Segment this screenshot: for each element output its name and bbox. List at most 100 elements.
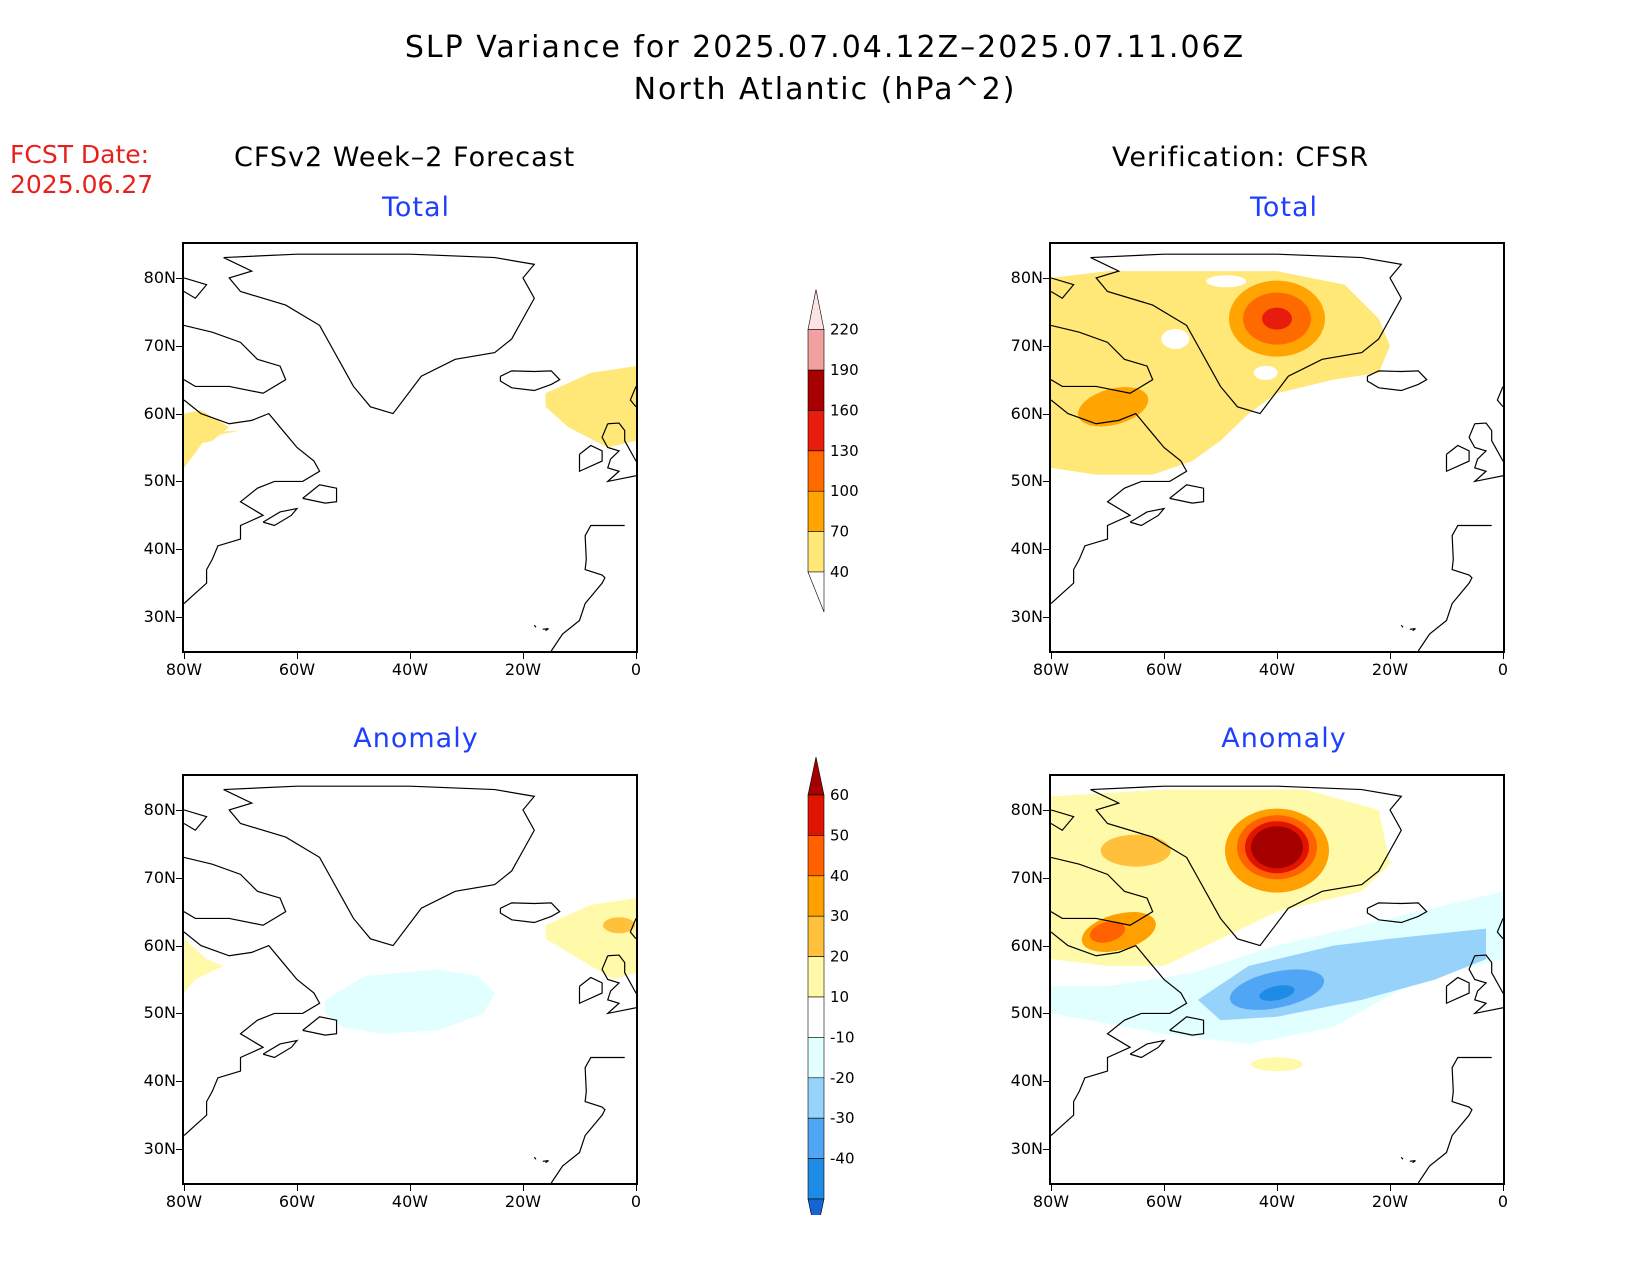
forecast-total-title: Total [381,192,451,223]
latitude-tick [176,1081,182,1083]
anomaly-colorbar: -40 -30 -20 -10 10 20 30 40 50 60 [807,756,855,1215]
longitude-label: 60W [278,1192,316,1211]
colorbar-box [807,996,825,1038]
colorbar-label: 160 [830,401,859,419]
longitude-label: 80W [1032,660,1070,679]
latitude-label: 80N [1010,799,1043,819]
colorbar-box [807,1077,825,1119]
variance-area [1051,271,1390,475]
coastline [533,1156,537,1160]
right-column-title: Verification: CFSR [1112,142,1370,173]
coastline [1051,856,1154,926]
coastline [262,507,299,527]
variance-area [1262,307,1292,330]
colorbar-box [807,1158,825,1200]
coastline [1468,954,1503,1015]
forecast-date-value: 2025.06.27 [10,170,154,199]
colorbar-box [807,794,825,836]
latitude-label: 80N [143,267,176,287]
latitude-tick [1043,617,1049,619]
latitude-tick [176,549,182,551]
latitude-label: 40N [1010,539,1043,559]
longitude-label: 20W [1371,660,1409,679]
forecast-total-map [182,242,638,653]
positive-anomaly-area [1251,1057,1303,1072]
coastline [1468,422,1503,483]
latitude-label: 40N [1010,1071,1043,1091]
coastline [629,918,636,940]
longitude-label: 0 [630,660,642,679]
colorbar-box [807,835,825,877]
longitude-tick [410,653,411,659]
colorbar-label: 20 [830,948,849,966]
latitude-tick [176,345,182,347]
latitude-label: 50N [143,1003,176,1023]
coastline [1400,1156,1404,1160]
coastline [302,484,338,504]
latitude-label: 70N [143,335,176,355]
coastline [1051,277,1075,300]
longitude-tick [1390,1185,1391,1191]
coastline [1445,444,1470,473]
latitude-tick [176,877,182,879]
longitude-tick [523,653,524,659]
colorbar-label: 40 [830,563,849,581]
coastline [223,253,536,415]
forecast-date: FCST Date: 2025.06.27 [10,140,153,200]
latitude-label: 60N [143,403,176,423]
longitude-tick [410,1185,411,1191]
latitude-label: 60N [1010,403,1043,423]
colorbar-label: 30 [830,907,849,925]
latitude-tick [1043,809,1049,811]
latitude-label: 70N [143,867,176,887]
colorbar-label: 130 [830,442,859,460]
colorbar-label: -10 [830,1028,855,1046]
low-variance-area [1253,365,1278,380]
latitude-tick [176,277,182,279]
coastline [1129,1039,1166,1059]
longitude-label: 40W [391,1192,429,1211]
positive-anomaly-area [603,917,636,934]
colorbar-label: 10 [830,988,849,1006]
colorbar-label: 70 [830,523,849,541]
latitude-tick [176,617,182,619]
latitude-label: 60N [1010,935,1043,955]
negative-anomaly-area [1259,985,1295,1001]
colorbar-label: 60 [830,786,849,804]
longitude-tick [523,1185,524,1191]
latitude-tick [176,1013,182,1015]
colorbar-box [807,329,825,371]
coastline [1090,785,1403,947]
latitude-label: 40N [143,1071,176,1091]
positive-anomaly-area [184,938,224,994]
coastline [302,1016,338,1036]
coastline [1496,386,1503,408]
latitude-label: 70N [1010,867,1043,887]
latitude-tick [176,1149,182,1151]
left-column-title: CFSv2 Week–2 Forecast [234,142,576,173]
longitude-tick [1051,653,1052,659]
colorbar-box [807,1117,825,1159]
coastline [601,422,636,483]
coastline [1400,624,1404,628]
coastline [533,624,537,628]
verification-anomaly-title: Anomaly [1221,723,1347,754]
coastline [1051,399,1188,604]
coastline [601,954,636,1015]
coastline [184,324,287,394]
colorbar-bottom-arrow [807,1198,825,1215]
colorbar-box [807,915,825,957]
positive-anomaly-area [1100,834,1171,867]
latitude-label: 40N [143,539,176,559]
coastline [223,785,536,947]
longitude-label: 60W [1145,1192,1183,1211]
colorbar-label: -20 [830,1069,855,1087]
colorbar-label: 40 [830,867,849,885]
longitude-tick [184,1185,185,1191]
coastline [1366,902,1428,924]
longitude-tick [1503,1185,1504,1191]
positive-anomaly-area [1089,921,1126,943]
coastline [499,902,561,924]
coastline [1417,524,1492,651]
latitude-tick [1043,549,1049,551]
